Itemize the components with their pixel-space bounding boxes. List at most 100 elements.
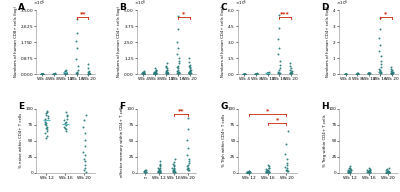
Point xyxy=(74,68,81,71)
Point xyxy=(276,71,282,74)
Point xyxy=(141,71,148,74)
Point xyxy=(174,40,180,43)
Point xyxy=(287,72,293,75)
Point xyxy=(51,72,57,75)
Point xyxy=(44,128,50,131)
Point xyxy=(39,72,46,75)
Point xyxy=(45,116,51,119)
Point xyxy=(74,17,80,20)
Point xyxy=(186,72,192,75)
Point xyxy=(376,67,382,70)
Point xyxy=(282,152,288,155)
Point xyxy=(385,169,391,172)
Point xyxy=(174,72,181,75)
Point xyxy=(241,72,247,75)
Point xyxy=(140,72,146,75)
Point xyxy=(82,164,89,167)
Point xyxy=(242,72,248,75)
Point xyxy=(386,171,392,174)
Point xyxy=(347,171,353,174)
Text: D: D xyxy=(322,3,329,12)
Point xyxy=(377,71,384,74)
Point xyxy=(157,162,164,165)
Point xyxy=(377,66,384,69)
Point xyxy=(164,71,170,74)
Point xyxy=(384,170,390,173)
Point xyxy=(366,72,372,75)
Point xyxy=(45,115,51,118)
Point xyxy=(82,166,88,169)
Point xyxy=(63,72,69,75)
Point xyxy=(63,128,70,131)
Point xyxy=(82,144,88,147)
Point xyxy=(241,72,247,75)
Point xyxy=(140,72,147,75)
Point xyxy=(142,169,149,172)
Point xyxy=(38,72,44,75)
Text: ***: *** xyxy=(280,11,290,16)
Point xyxy=(284,157,290,160)
Point xyxy=(384,168,391,171)
Point xyxy=(244,171,250,174)
Y-axis label: Numbers of human CD8+ cells (log): Numbers of human CD8+ cells (log) xyxy=(14,6,18,77)
Point xyxy=(140,70,147,73)
Text: *: * xyxy=(182,11,185,16)
Point xyxy=(377,27,383,30)
Point xyxy=(275,72,282,75)
Point xyxy=(174,53,180,56)
Y-axis label: % naive within CD4+ T cells: % naive within CD4+ T cells xyxy=(19,113,23,168)
Point xyxy=(140,71,147,74)
Point xyxy=(63,120,69,123)
Point xyxy=(84,71,91,74)
Point xyxy=(38,72,45,75)
Point xyxy=(354,72,360,75)
Point xyxy=(50,72,57,75)
Point xyxy=(39,72,46,75)
Point xyxy=(186,70,192,73)
Point xyxy=(164,72,170,75)
Point xyxy=(74,72,80,75)
Point xyxy=(388,72,394,75)
Point xyxy=(176,72,182,75)
Point xyxy=(265,164,271,167)
Point xyxy=(187,72,193,75)
Point xyxy=(246,171,252,174)
Point xyxy=(366,170,372,173)
Text: F: F xyxy=(120,102,126,111)
Point xyxy=(276,46,282,50)
Point xyxy=(284,161,290,164)
Point xyxy=(385,170,392,173)
Point xyxy=(40,72,46,75)
Point xyxy=(287,65,294,68)
Point xyxy=(171,169,178,172)
Point xyxy=(60,119,67,122)
Text: C: C xyxy=(220,3,227,12)
Point xyxy=(342,72,348,75)
Y-axis label: Numbers of human CD4+ cells (log): Numbers of human CD4+ cells (log) xyxy=(221,6,225,77)
Point xyxy=(61,72,68,75)
Point xyxy=(164,72,171,75)
Text: E: E xyxy=(18,102,24,111)
Y-axis label: Numbers of human CD4+ cells (log): Numbers of human CD4+ cells (log) xyxy=(117,6,121,77)
Point xyxy=(187,68,193,71)
Point xyxy=(265,70,272,74)
Point xyxy=(185,147,191,150)
Point xyxy=(378,59,384,62)
Point xyxy=(62,71,69,74)
Point xyxy=(389,72,395,75)
Point xyxy=(174,70,180,73)
Point xyxy=(389,71,395,74)
Point xyxy=(263,170,270,173)
Point xyxy=(164,67,170,70)
Point xyxy=(367,168,373,171)
Point xyxy=(247,170,253,173)
Point xyxy=(172,170,178,173)
Point xyxy=(62,69,68,72)
Point xyxy=(171,169,177,172)
Y-axis label: effector memory within CD4+ T cells: effector memory within CD4+ T cells xyxy=(120,105,124,177)
Point xyxy=(38,72,44,75)
Point xyxy=(81,119,88,122)
Point xyxy=(140,72,146,75)
Point xyxy=(346,171,352,174)
Point xyxy=(75,65,81,68)
